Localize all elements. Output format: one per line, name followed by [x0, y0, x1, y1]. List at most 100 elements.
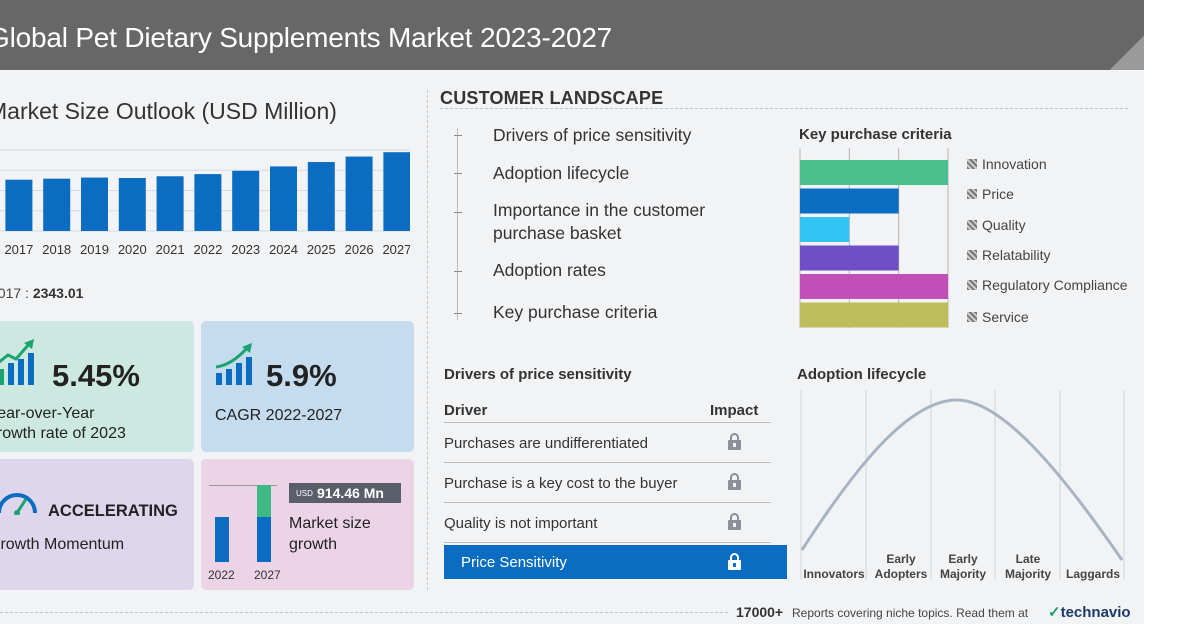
timeline-tick [454, 173, 462, 174]
adoption-title: Adoption lifecycle [797, 366, 927, 383]
kpc-bar-quality [800, 217, 850, 242]
stage-late-majority-1: Late [1015, 552, 1041, 566]
base-year-value: 2343.01 [32, 285, 84, 301]
legend-label: Relatability [982, 247, 1051, 263]
growth-year-2027: 2027 [254, 568, 281, 582]
technavio-logo[interactable]: ✓technavio [1048, 603, 1131, 621]
footer-text: Reports covering niche topics. Read them… [792, 606, 1029, 620]
legend-swatch [967, 189, 977, 199]
title-bar: Global Pet Dietary Supplements Market 20… [0, 0, 1144, 70]
legend-label: Regulatory Compliance [982, 277, 1128, 293]
x-tick-label: 2019 [80, 242, 109, 257]
x-tick-label: 2025 [307, 242, 336, 257]
market-size-chart: 2017 2018 2019 2020 2021 2022 2023 2024 2025 2026… [0, 149, 410, 257]
bar-2020 [118, 178, 146, 231]
growth-card: 2022 2027 USD 914.46 Mn Market size grow… [201, 459, 414, 590]
growth-bar-increment [257, 485, 271, 517]
lock-icon [728, 433, 741, 450]
legend-label: Price [982, 186, 1014, 202]
base-year-label: 2017 : 2343.01 [0, 285, 83, 301]
legend-label: Service [982, 309, 1029, 325]
lock-icon [728, 513, 741, 530]
drivers-title: Drivers of price sensitivity [444, 366, 632, 383]
lock-icon [728, 473, 741, 490]
x-tick-label: 2020 [118, 242, 147, 257]
stage-early-majority-1: Early [948, 552, 978, 566]
drivers-header-row: Driver Impact [444, 396, 771, 423]
landscape-item: Key purchase criteria [493, 302, 658, 322]
growth-bar-2027 [257, 517, 271, 562]
driver-cell: Quality is not important [444, 515, 598, 532]
momentum-value: ACCELERATING [48, 502, 178, 520]
customer-landscape-title: CUSTOMER LANDSCAPE [440, 88, 664, 108]
footer-divider [0, 612, 728, 613]
growth-badge-value: 914.46 Mn [317, 485, 384, 501]
yoy-value: 5.45% [52, 358, 140, 393]
yoy-label-2: growth rate of 2023 [0, 425, 126, 442]
legend-swatch [967, 159, 977, 169]
infographic: Global Pet Dietary Supplements Market 20… [0, 0, 1144, 624]
growth-badge-prefix: USD [296, 489, 313, 498]
page-title: Global Pet Dietary Supplements Market 20… [0, 22, 613, 53]
yoy-label-1: Year-over-Year [0, 405, 95, 422]
growth-label-1: Market size [289, 515, 371, 532]
yoy-card: 5.45% Year-over-Year growth rate of 2023 [0, 321, 194, 452]
x-tick-label: 2026 [345, 242, 374, 257]
adoption-curve [800, 390, 1125, 580]
landscape-item: purchase basket [493, 223, 622, 243]
timeline-tick [454, 313, 462, 314]
cagr-label: CAGR 2022-2027 [215, 407, 343, 424]
kpc-bar-regulatory-compliance [800, 274, 948, 299]
kpc-chart [799, 148, 949, 328]
legend-swatch [967, 312, 977, 322]
bar-2026 [345, 156, 373, 231]
legend-label: Innovation [982, 156, 1047, 172]
bar-2023 [232, 170, 260, 231]
bar-2017 [5, 179, 33, 231]
x-tick-label: 2017 [4, 242, 33, 257]
landscape-item: Drivers of price sensitivity [493, 125, 692, 145]
landscape-timeline [457, 128, 458, 320]
legend-swatch [967, 250, 977, 260]
price-sensitivity-label: Price Sensitivity [461, 554, 567, 571]
bar-2021 [156, 176, 184, 231]
landscape-item: Importance in the customer [493, 200, 706, 220]
stage-innovators: Innovators [803, 567, 865, 581]
lock-icon [728, 553, 741, 570]
growth-chart-icon [0, 339, 34, 385]
stage-early-adopters-2: Adopters [874, 567, 928, 581]
price-sensitivity-row: Price Sensitivity [444, 545, 787, 579]
driver-cell: Purchases are undifferentiated [444, 435, 649, 452]
base-year-text: 2017 : [0, 285, 29, 301]
timeline-tick [454, 212, 462, 213]
bar-2022 [194, 174, 222, 231]
kpc-title: Key purchase criteria [799, 126, 952, 143]
timeline-tick [454, 135, 462, 136]
growth-badge: USD 914.46 Mn [289, 483, 401, 503]
logo-mark-icon: ✓ [1048, 604, 1061, 621]
cagr-value: 5.9% [266, 358, 337, 393]
legend-label: Quality [982, 217, 1026, 233]
speedometer-icon [0, 493, 37, 515]
table-row: Quality is not important [444, 503, 771, 543]
momentum-card: ACCELERATING Growth Momentum [0, 459, 194, 590]
x-tick-label: 2018 [42, 242, 71, 257]
brand-name: technavio [1060, 604, 1131, 621]
bar-2025 [307, 162, 335, 231]
growth-label-2: growth [289, 536, 338, 553]
impact-column-header: Impact [710, 402, 759, 419]
kpc-bar-relatability [800, 245, 899, 271]
cagr-chart-icon [215, 343, 252, 385]
growth-year-2022: 2022 [208, 568, 235, 582]
footer-count: 17000+ [736, 604, 784, 620]
timeline-tick [454, 271, 462, 272]
landscape-item: Adoption rates [493, 260, 606, 280]
x-tick-label: 2021 [156, 242, 185, 257]
x-tick-label: 2023 [231, 242, 260, 257]
growth-top-line [209, 485, 277, 486]
kpc-bar-service [800, 302, 948, 328]
section-divider [427, 90, 428, 590]
x-tick-label: 2022 [193, 242, 222, 257]
x-tick-label: 2024 [269, 242, 298, 257]
driver-column-header: Driver [444, 402, 488, 419]
